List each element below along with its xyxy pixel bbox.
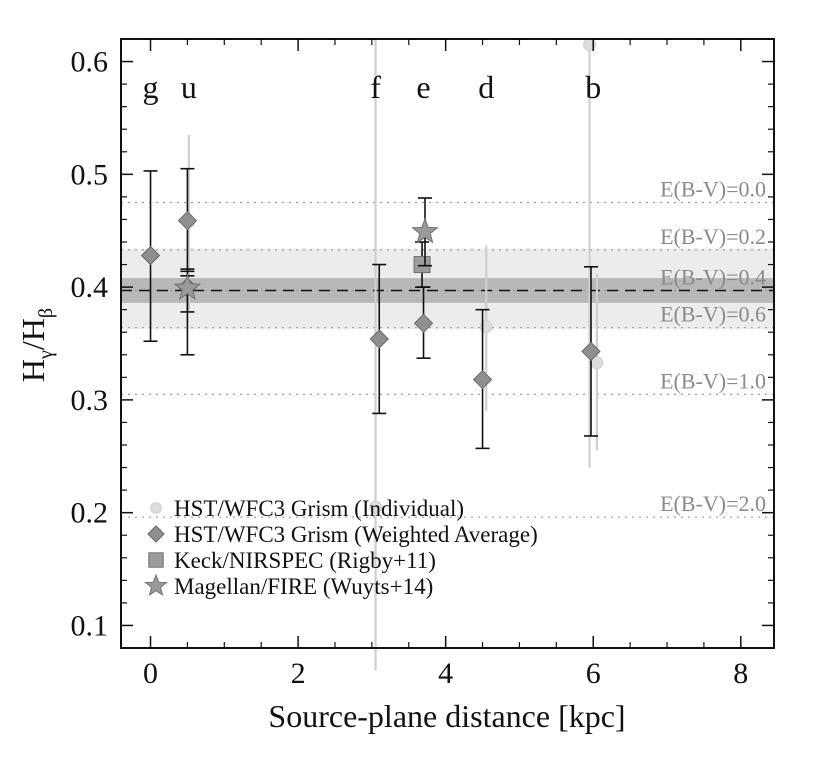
series-square	[413, 241, 431, 288]
extinction-lines: E(B-V)=0.0 E(B-V)=0.2 E(B-V)=0.4 E(B-V)=0.6…	[121, 177, 774, 518]
extinction-label: E(B-V)=0.4	[660, 264, 766, 289]
legend: HST/WFC3 Grism (Individual)HST/WFC3 Gris…	[144, 496, 538, 599]
region-label: d	[478, 69, 494, 105]
extinction-label: E(B-V)=0.0	[660, 177, 766, 202]
y-tick-label: 0.3	[71, 384, 109, 417]
extinction-label: E(B-V)=1.0	[660, 368, 766, 393]
legend-label: HST/WFC3 Grism (Weighted Average)	[174, 522, 538, 547]
plot-frame	[120, 38, 775, 649]
x-tick-label: 4	[438, 657, 453, 690]
y-axis-label: Hγ/Hβ	[15, 308, 57, 382]
y-tick-label: 0.4	[71, 271, 109, 304]
data-point-star	[411, 217, 439, 244]
data-series	[140, 38, 604, 671]
region-label: u	[181, 69, 197, 105]
series-circle	[182, 38, 604, 671]
extinction-label: E(B-V)=2.0	[660, 491, 766, 516]
y-tick-label: 0.6	[71, 46, 109, 79]
y-tick-label: 0.5	[71, 158, 109, 191]
series-diamond	[140, 167, 601, 450]
y-tick-label: 0.1	[71, 609, 109, 642]
legend-marker-square	[148, 552, 164, 568]
data-point-diamond	[472, 369, 493, 390]
legend-label: Keck/NIRSPEC (Rigby+11)	[174, 548, 436, 573]
region-label: f	[370, 69, 381, 105]
legend-marker-circle	[150, 502, 162, 514]
series-star	[173, 197, 439, 313]
region-label: b	[585, 69, 601, 105]
x-axis-label: Source-plane distance [kpc]	[268, 698, 625, 734]
x-tick-label: 6	[586, 657, 601, 690]
x-tick-label: 2	[291, 657, 306, 690]
region-label: g	[143, 69, 159, 105]
data-point-square	[413, 256, 431, 274]
y-tick-label: 0.2	[71, 497, 109, 530]
legend-marker-star	[144, 573, 168, 597]
legend-label: HST/WFC3 Grism (Individual)	[174, 496, 464, 521]
data-point-diamond	[369, 329, 389, 349]
extinction-label: E(B-V)=0.2	[660, 224, 766, 249]
data-point-circle	[369, 500, 383, 514]
region-label: e	[416, 69, 430, 105]
extinction-label: E(B-V)=0.6	[660, 302, 766, 327]
data-point-star	[173, 273, 202, 300]
x-tick-label: 0	[143, 657, 158, 690]
data-point-diamond	[413, 313, 434, 333]
data-point-diamond	[581, 341, 601, 362]
legend-marker-diamond	[147, 525, 165, 543]
data-point-diamond	[140, 245, 161, 266]
data-point-diamond	[177, 210, 198, 231]
axes: 0 2 4 6 8 0.1 0.2 0.3 0.4 0.5 0.6	[71, 38, 775, 690]
x-tick-label: 8	[733, 657, 748, 690]
legend-label: Magellan/FIRE (Wuyts+14)	[174, 574, 433, 599]
